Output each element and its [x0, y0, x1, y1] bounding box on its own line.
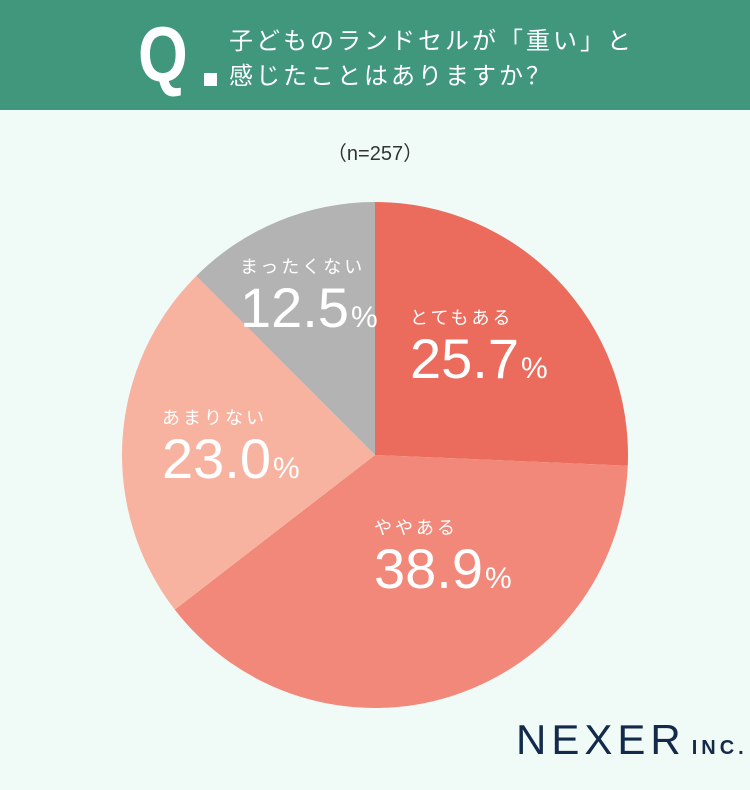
slice-label-very: とてもある 25.7% — [410, 308, 548, 398]
q-dot-icon — [204, 73, 217, 86]
pie-slice — [375, 202, 628, 466]
slice-label-not-at-all: まったくない 12.5% — [240, 257, 378, 347]
pie-slice — [122, 275, 376, 610]
slice-category: あまりない — [162, 408, 267, 429]
q-mark: Q — [138, 10, 188, 98]
nexer-logo: NEXER INC. — [516, 716, 748, 763]
slice-value: 25.7% — [410, 327, 548, 390]
slice-value: 12.5% — [240, 276, 378, 339]
slice-label-not-much: あまりない 23.0% — [162, 408, 300, 498]
question-line-2: 感じたことはありますか？ — [229, 62, 553, 90]
question-header: Q 子どものランドセルが「重い」と 感じたことはありますか？ — [0, 0, 750, 110]
pie-slice — [174, 455, 628, 709]
slice-value: 38.9% — [374, 537, 512, 600]
slice-category: とてもある — [410, 308, 514, 329]
question-line-1: 子どものランドセルが「重い」と — [229, 27, 634, 55]
sample-size: （n=257） — [326, 143, 424, 165]
slice-label-somewhat: ややある 38.9% — [374, 518, 512, 608]
slice-value: 23.0% — [162, 427, 300, 490]
pie-slice — [196, 202, 375, 455]
slice-category: ややある — [374, 518, 458, 539]
slice-category: まったくない — [240, 257, 366, 278]
